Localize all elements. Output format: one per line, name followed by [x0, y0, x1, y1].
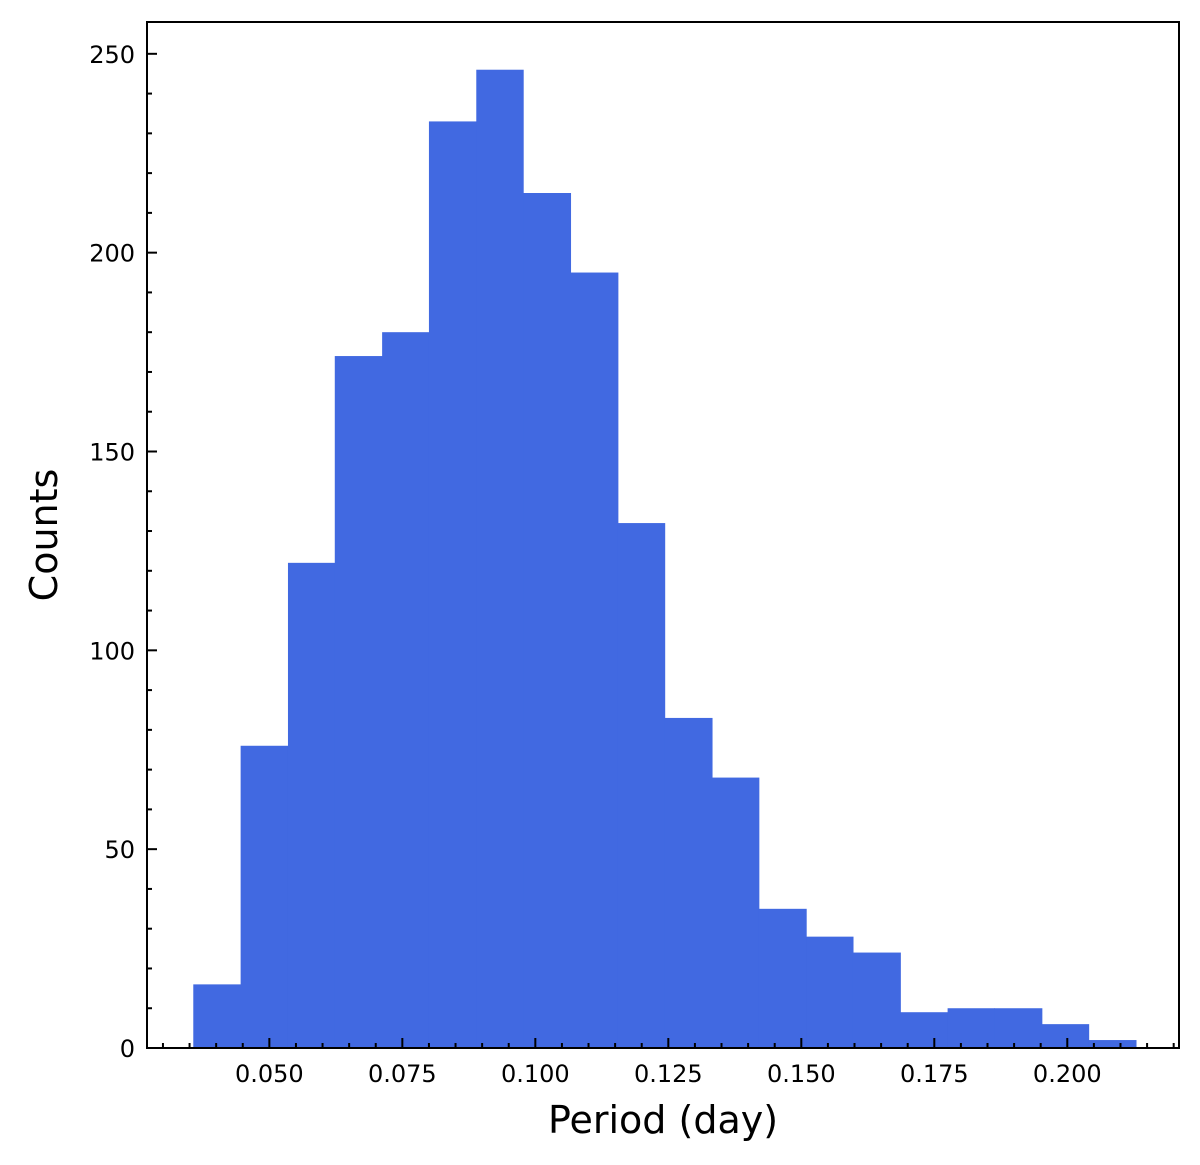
histogram-bar — [758, 908, 807, 1048]
x-tick-label: 0.200 — [1033, 1060, 1102, 1088]
histogram-bar — [806, 936, 854, 1048]
histogram-bar — [287, 562, 336, 1048]
histogram-bar — [994, 1008, 1043, 1048]
histogram-bar — [193, 984, 242, 1048]
y-tick-label: 250 — [89, 41, 135, 69]
y-tick-label: 150 — [89, 438, 135, 466]
histogram-bar — [476, 69, 524, 1048]
y-tick-label: 200 — [89, 240, 135, 268]
x-tick-labels: 0.050 0.075 0.100 0.125 0.150 0.175 0.200 — [235, 1060, 1102, 1088]
x-tick-label: 0.125 — [634, 1060, 703, 1088]
y-tick-labels: 0 50 100 150 200 250 — [89, 41, 135, 1063]
histogram-bar — [947, 1008, 996, 1048]
plot-frame — [146, 21, 1180, 1049]
x-tick-label: 0.100 — [501, 1060, 570, 1088]
x-tick-label: 0.075 — [368, 1060, 437, 1088]
histogram-bar — [382, 332, 430, 1048]
x-tick-label: 0.050 — [235, 1060, 304, 1088]
x-axis-label: Period (day) — [548, 1098, 778, 1142]
histogram-bar — [711, 777, 760, 1048]
y-axis-label: Counts — [22, 469, 66, 602]
y-tick-label: 100 — [89, 637, 135, 665]
histogram-bar — [664, 717, 713, 1048]
y-tick-label: 50 — [104, 836, 135, 864]
histogram-bar — [1088, 1040, 1137, 1048]
histogram-bars — [193, 69, 1137, 1049]
histogram-bar — [617, 523, 666, 1048]
histogram-bar — [334, 356, 383, 1048]
histogram-bar — [523, 193, 572, 1048]
histogram-bar — [240, 745, 289, 1048]
histogram-bar — [570, 272, 619, 1048]
y-tick-label: 0 — [120, 1035, 135, 1063]
histogram-bar — [852, 952, 901, 1048]
x-tick-label: 0.150 — [767, 1060, 836, 1088]
histogram-bar — [428, 121, 477, 1049]
histogram-bar — [1041, 1024, 1090, 1048]
x-tick-label: 0.175 — [900, 1060, 969, 1088]
histogram-bar — [900, 1012, 949, 1048]
